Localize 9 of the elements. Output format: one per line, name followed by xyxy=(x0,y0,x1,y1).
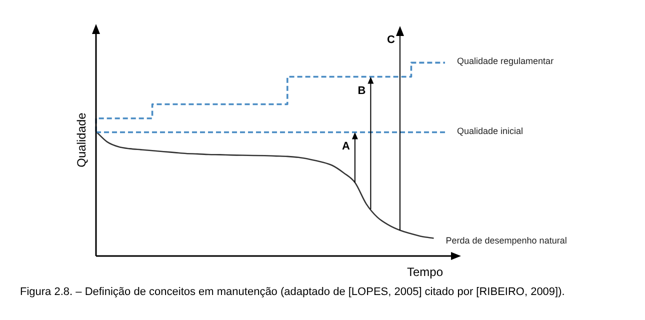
text: Figura 2.8. – Definição de conceitos em manutenção (adaptado de [LOPES, 2005] citado por [RIBEIRO, 2009]). xyxy=(20,286,565,298)
y-axis-title: Qualidade xyxy=(74,112,88,168)
annotation: A xyxy=(342,140,350,152)
series-label: Perda de desempenho natural xyxy=(446,236,567,246)
x-axis-title: Tempo xyxy=(406,265,444,279)
text: C xyxy=(386,34,395,46)
series-label: Qualidade inicial xyxy=(457,126,524,136)
annotation: B xyxy=(358,84,366,97)
series-label: Qualidade regulamentar xyxy=(457,56,554,66)
